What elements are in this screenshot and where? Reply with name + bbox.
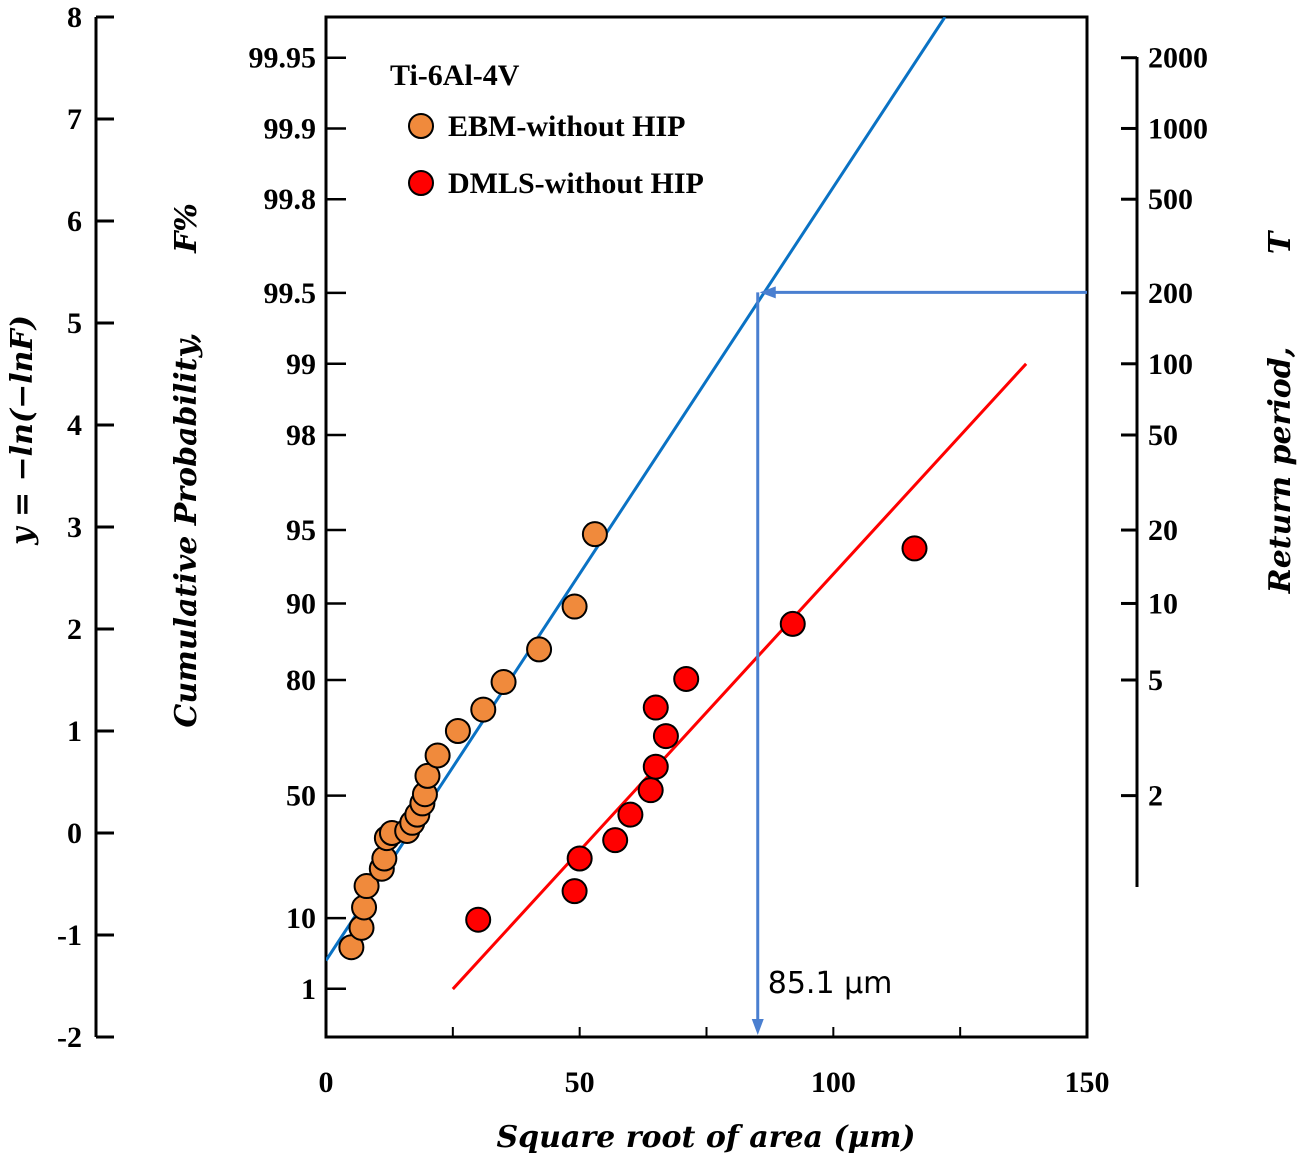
dmls-data-point (673, 665, 700, 692)
left-tick-label: -2 (57, 1021, 82, 1054)
right-tick-label: 10 (1148, 587, 1178, 620)
left-tick-label: 7 (67, 103, 82, 136)
ebm-data-point (351, 894, 378, 921)
ebm-data-point (490, 669, 517, 696)
annotation-arrowhead-down (751, 1019, 764, 1035)
x-tick-label: 100 (811, 1066, 856, 1099)
prob-tick-label: 50 (286, 780, 316, 813)
left-tick-label: 2 (67, 613, 82, 646)
right-tick-label: 50 (1148, 419, 1178, 452)
right-tick-label: 200 (1148, 277, 1193, 310)
legend-title: Ti-6Al-4V (390, 59, 520, 92)
plot-frame (324, 15, 1089, 1039)
legend-label-ebm: EBM-without HIP (448, 110, 686, 143)
right-axis-title: Return period, (1263, 347, 1298, 594)
x-tick-label: 0 (319, 1066, 334, 1099)
ebm-data-point (353, 873, 380, 900)
left-tick-label: 5 (67, 307, 82, 340)
left-tick-label: 1 (67, 715, 82, 748)
left-tick-label: 3 (67, 511, 82, 544)
prob-tick-label: 98 (286, 419, 316, 452)
right-tick-label: 5 (1148, 664, 1163, 697)
annotation-arrowhead-left (759, 286, 776, 299)
probability-axis-title: Cumulative Probability, (169, 332, 204, 727)
ebm-data-point (414, 762, 441, 789)
dmls-data-point (566, 845, 593, 872)
ebm-data-point (526, 636, 553, 663)
left-axis-title: y = −ln(−lnF) (5, 315, 40, 546)
legend: Ti-6Al-4V EBM-without HIP DMLS-without HIP (390, 59, 704, 200)
dmls-data-point (617, 801, 644, 828)
dmls-data-point (602, 827, 629, 854)
dmls-data-point (561, 878, 588, 905)
annotation-label: 85.1 μm (768, 966, 893, 1001)
probability-axis-unit: F% (169, 203, 204, 254)
prob-tick-label: 90 (286, 587, 316, 620)
prob-tick-label: 99.95 (249, 42, 317, 75)
legend-marker-ebm (408, 113, 434, 139)
data-points-group (338, 521, 928, 961)
left-tick-label: 8 (67, 1, 82, 34)
prob-tick-label: 10 (286, 902, 316, 935)
legend-marker-dmls (408, 170, 434, 196)
left-tick-label: 6 (67, 205, 82, 238)
x-tick-label: 50 (565, 1066, 595, 1099)
dmls-data-point (465, 906, 492, 933)
prob-tick-label: 99.9 (264, 112, 317, 145)
x-tick-label: 150 (1065, 1066, 1110, 1099)
fit-lines-group (326, 17, 1028, 991)
dmls-data-point (642, 753, 669, 780)
left-tick-label: 0 (67, 817, 82, 850)
x-axis-title: Square root of area (μm) (496, 1120, 915, 1155)
ebm-data-point (444, 718, 471, 744)
annotation-group: 85.1 μm (751, 286, 1087, 1035)
fit-line-dmls (451, 362, 1028, 991)
dmls-data-point (901, 535, 928, 562)
right-tick-label: 2000 (1148, 42, 1208, 75)
prob-tick-label: 1 (301, 973, 316, 1006)
right-tick-label: 2 (1148, 780, 1163, 813)
right-tick-label: 20 (1148, 514, 1178, 547)
ebm-data-point (424, 742, 451, 769)
ebm-data-point (470, 696, 497, 723)
right-tick-label: 1000 (1148, 112, 1208, 145)
prob-tick-label: 99.5 (264, 277, 317, 310)
ebm-data-point (581, 521, 608, 548)
right-tick-label: 500 (1148, 183, 1193, 216)
prob-tick-label: 80 (286, 664, 316, 697)
left-tick-label: -1 (57, 919, 82, 952)
dmls-data-point (637, 777, 664, 804)
prob-tick-label: 99.8 (264, 183, 317, 216)
dmls-data-point (652, 723, 679, 750)
right-tick-label: 100 (1148, 348, 1193, 381)
dmls-data-point (642, 694, 669, 721)
left-tick-label: 4 (67, 409, 82, 442)
prob-tick-label: 95 (286, 514, 316, 547)
dmls-data-point (779, 610, 806, 637)
right-axis-unit: T (1263, 229, 1298, 254)
prob-tick-label: 99 (286, 348, 316, 381)
legend-label-dmls: DMLS-without HIP (448, 167, 704, 200)
ebm-data-point (561, 593, 588, 620)
